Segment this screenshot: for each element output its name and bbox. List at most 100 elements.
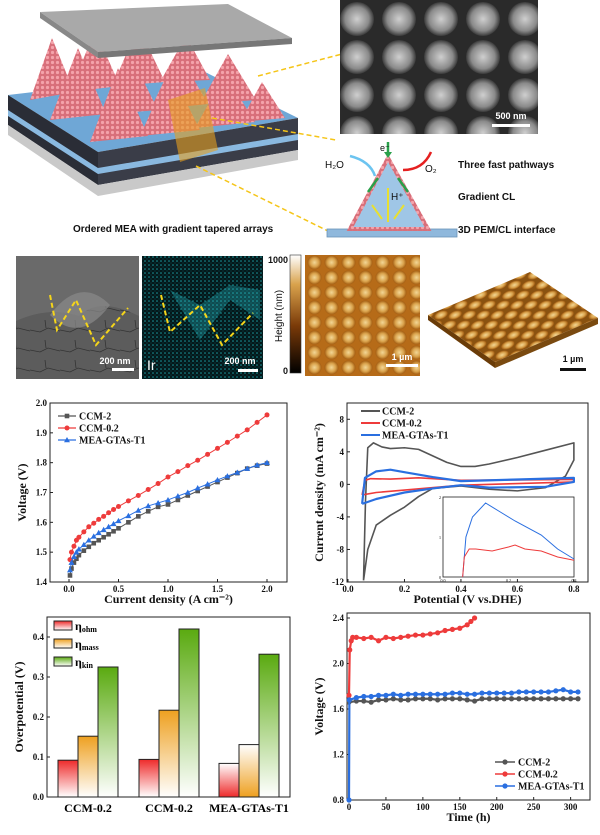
legend-symbol: η xyxy=(75,637,82,651)
legend-marker xyxy=(502,783,508,789)
data-point xyxy=(375,638,382,644)
polarization-chart: 1.4 1.5 1.6 1.7 1.8 1.9 2.0 0.0 0.5 1.0 1.5 2.0 Curr… xyxy=(15,398,288,606)
legend-subscript: mass xyxy=(82,643,99,652)
y-axis-label: Voltage (V) xyxy=(312,678,326,736)
data-point xyxy=(75,546,82,552)
x-tick-label: 0.4 xyxy=(455,584,467,594)
x-axis-label: Time (h) xyxy=(446,810,490,824)
data-point xyxy=(195,488,200,494)
x-tick-label: 0 xyxy=(347,802,352,812)
data-point xyxy=(68,559,75,565)
data-point xyxy=(125,498,131,504)
bar xyxy=(178,628,200,798)
mea-illustration: Ordered MEA with gradient tapered arrays xyxy=(8,4,298,235)
x-category-label: CCM-0.2 xyxy=(145,801,193,815)
y-tick-label: 1.2 xyxy=(333,750,345,760)
legend-label: MEA-GTAs-T1 xyxy=(382,431,448,442)
bar xyxy=(218,762,240,798)
y-tick-label: 1.5 xyxy=(36,547,48,557)
y-tick-label: 2.0 xyxy=(36,398,48,408)
data-point xyxy=(347,647,353,653)
data-point xyxy=(531,689,537,695)
illustration-caption: Ordered MEA with gradient tapered arrays xyxy=(73,224,274,235)
data-point xyxy=(185,493,191,498)
data-point xyxy=(457,690,463,696)
inset-y-tick-label: 2 xyxy=(439,495,441,500)
y-tick-label: 0.4 xyxy=(33,632,45,642)
colorbar-min: 0 xyxy=(283,366,288,376)
data-point xyxy=(106,531,111,537)
data-point xyxy=(68,549,74,555)
data-point xyxy=(80,541,87,548)
legend-label: CCM-0.2 xyxy=(79,424,119,435)
data-point xyxy=(398,634,404,640)
schematic-label: Gradient CL xyxy=(458,192,515,203)
data-point xyxy=(194,485,201,491)
data-point xyxy=(64,425,70,431)
afm-3d-image: 1 µm xyxy=(428,272,598,371)
legend-label: CCM-2 xyxy=(382,407,414,418)
data-point xyxy=(553,696,559,702)
x-axis-label: Potential (V vs.DHE) xyxy=(413,592,521,606)
data-point xyxy=(204,481,211,487)
data-point xyxy=(174,493,181,499)
eds-map-ir: Ir 200 nm xyxy=(142,256,263,379)
data-point xyxy=(471,698,478,704)
legend-swatch xyxy=(53,620,73,631)
data-point xyxy=(105,523,112,530)
data-point xyxy=(405,633,411,639)
data-point xyxy=(135,492,141,498)
data-point xyxy=(70,553,77,559)
data-point xyxy=(115,517,122,524)
data-point xyxy=(538,689,544,695)
data-point xyxy=(145,487,151,493)
x-category-label: MEA-GTAs-T1 xyxy=(209,801,289,815)
data-point xyxy=(575,696,581,702)
inset-series-line xyxy=(462,502,575,578)
data-point xyxy=(81,529,87,535)
data-point xyxy=(457,696,463,702)
x-axis-label: Current density (A cm⁻²) xyxy=(104,592,233,606)
data-point xyxy=(175,469,181,475)
data-point xyxy=(101,513,107,519)
data-point xyxy=(125,512,132,519)
x-tick-label: 0.0 xyxy=(342,584,354,594)
x-tick-label: 0.6 xyxy=(512,584,524,594)
data-point xyxy=(116,504,121,510)
data-point xyxy=(494,696,500,702)
data-point xyxy=(560,696,566,702)
data-point xyxy=(508,696,515,702)
data-point xyxy=(523,696,529,702)
data-point xyxy=(353,634,359,640)
y-tick-label: -4 xyxy=(337,512,345,522)
data-point xyxy=(442,696,448,702)
data-point xyxy=(427,631,433,637)
inset-x-tick-label: 0.0 xyxy=(441,578,446,583)
legend-label: CCM-0.2 xyxy=(518,770,558,781)
data-point xyxy=(155,481,161,487)
legend-label: CCM-2 xyxy=(79,412,111,423)
legend-label: CCM-0.2 xyxy=(382,419,422,430)
plot-frame xyxy=(346,402,589,583)
data-point xyxy=(234,469,241,475)
data-point xyxy=(449,626,456,632)
data-point xyxy=(244,427,250,433)
data-point xyxy=(85,537,92,543)
series-line xyxy=(362,442,575,581)
data-point xyxy=(516,696,522,702)
data-point xyxy=(420,632,426,638)
data-point xyxy=(420,696,426,702)
y-axis-label: Current density (mA cm⁻²) xyxy=(312,423,326,562)
data-point xyxy=(205,484,210,489)
data-point xyxy=(264,459,270,465)
data-point xyxy=(412,696,419,702)
electron-label: e⁻ xyxy=(380,143,390,153)
bar xyxy=(97,666,119,798)
data-point xyxy=(501,690,507,696)
data-point xyxy=(435,630,441,636)
data-point xyxy=(361,635,367,642)
data-point xyxy=(508,690,515,696)
dashed-connector xyxy=(211,117,337,141)
data-point xyxy=(568,696,574,702)
data-point xyxy=(545,696,552,702)
